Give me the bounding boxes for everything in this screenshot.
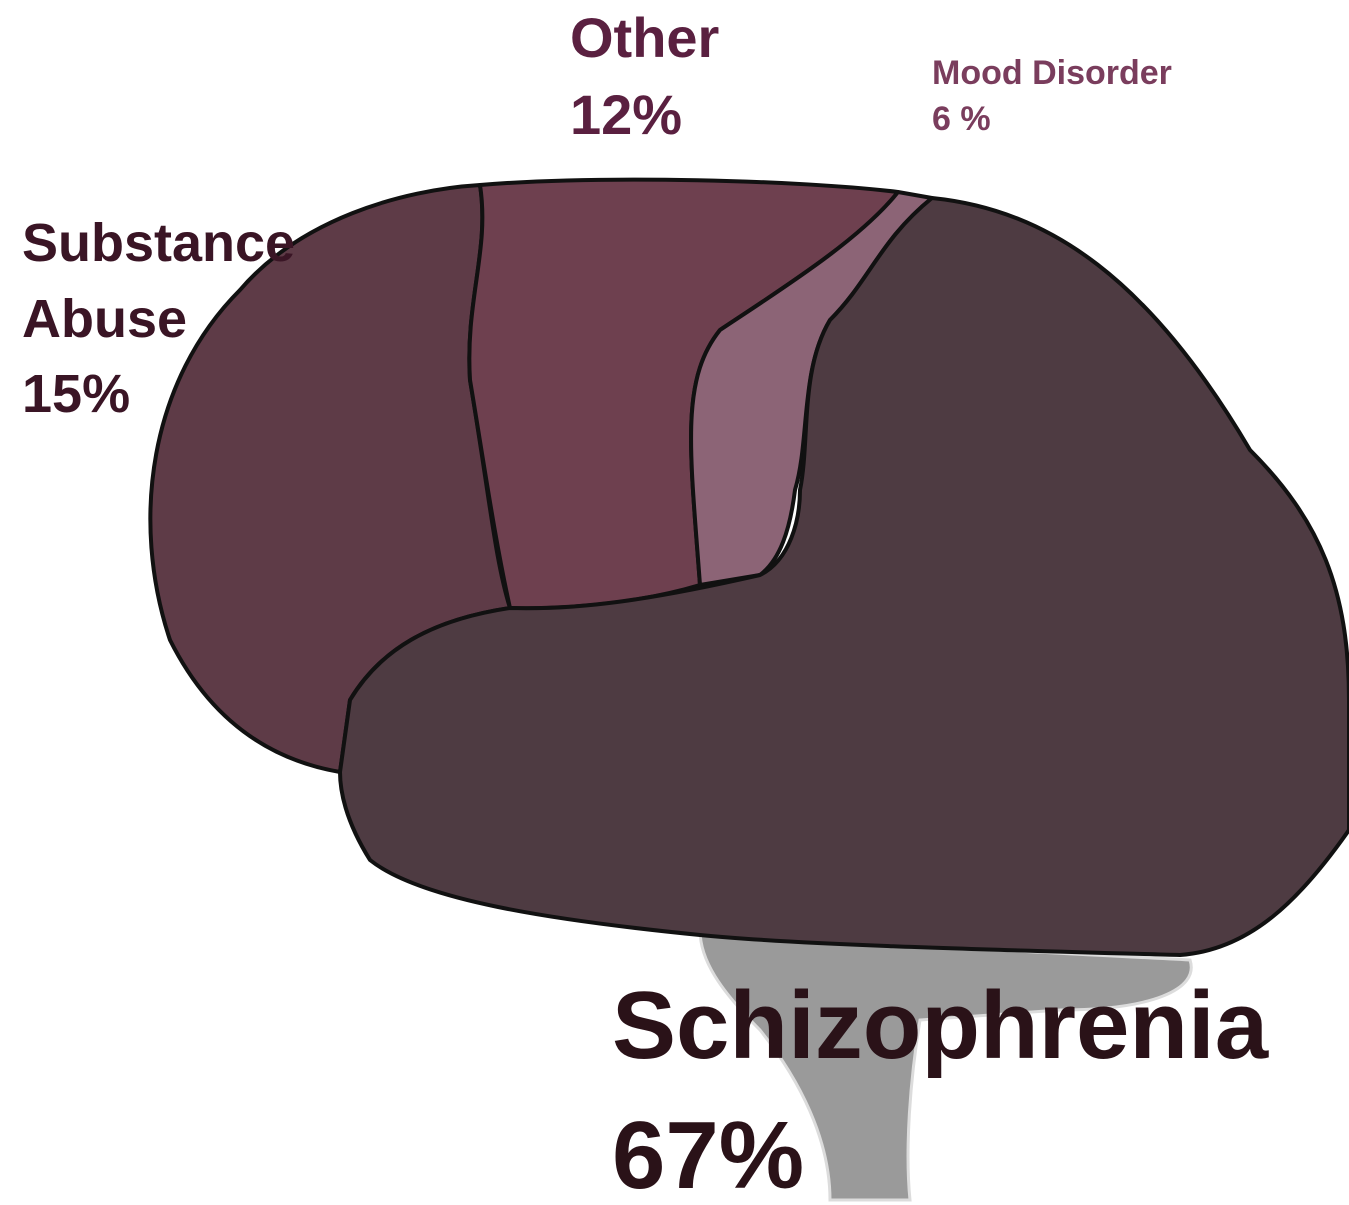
- value-label: 6 %: [932, 100, 991, 138]
- category-label: Substance Abuse: [22, 205, 332, 357]
- value-label: 12%: [570, 83, 682, 146]
- chart: Other 12% Mood Disorder 6 % Schizophrenia 67%…: [0, 0, 1349, 1205]
- value-label: 67%: [612, 1102, 804, 1205]
- category-label: Other: [570, 6, 719, 69]
- category-label: Mood Disorder: [932, 54, 1172, 92]
- value-label: 15%: [22, 364, 130, 424]
- category-label: Schizophrenia: [612, 972, 1269, 1079]
- page: Other 12% Mood Disorder 6 % Schizophrenia 67%…: [0, 0, 1349, 1205]
